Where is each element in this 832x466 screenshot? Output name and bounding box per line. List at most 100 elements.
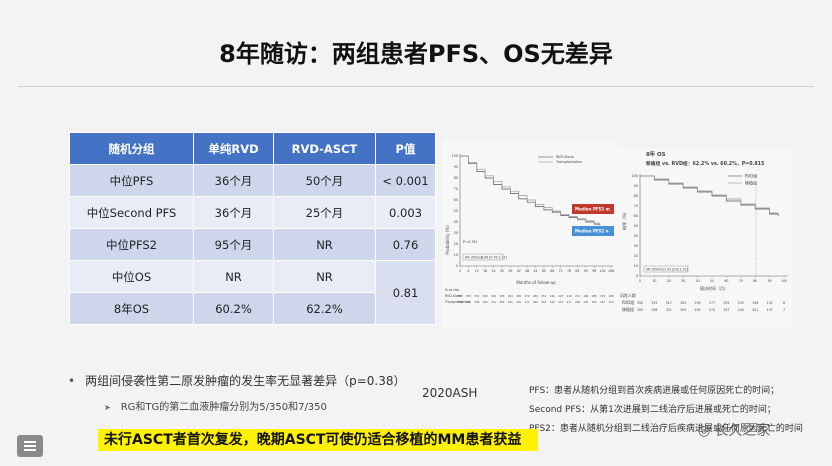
risk-count: 259 bbox=[723, 301, 729, 305]
median-label-1: Median PFS2 m bbox=[575, 207, 610, 212]
os-km-svg: 8年 OS 移植组 vs. RVD组：62.2% vs. 60.2%，P=0.8… bbox=[618, 148, 793, 328]
y-tick-label: 40 bbox=[454, 220, 458, 224]
x-tick-label: 12 bbox=[475, 269, 479, 273]
y-tick-label: 50 bbox=[454, 209, 458, 213]
km-series-line-2 bbox=[640, 175, 779, 214]
x-tick-label: 60 bbox=[724, 279, 728, 283]
risk-count: 243 bbox=[550, 300, 555, 304]
y-tick-label: 10 bbox=[454, 253, 458, 257]
risk-count: 323 bbox=[483, 294, 488, 298]
risk-count: 305 bbox=[680, 301, 686, 305]
rvd-value: 36个月 bbox=[193, 196, 274, 229]
x-tick-label: 100 bbox=[781, 279, 787, 283]
asct-value: 25个月 bbox=[273, 196, 376, 229]
asct-value: 50个月 bbox=[273, 164, 376, 197]
asct-value: 62.2% bbox=[273, 292, 376, 325]
risk-count: 251 bbox=[541, 294, 546, 298]
x-tick-label: 0 bbox=[639, 279, 641, 283]
p-value: 0.76 bbox=[375, 228, 436, 261]
x-tick-label: 66 bbox=[550, 269, 554, 273]
x-tick-label: 90 bbox=[584, 269, 588, 273]
y-tick-label: 60 bbox=[454, 198, 458, 202]
x-tick-label: 18 bbox=[483, 269, 487, 273]
x-tick-label: 30 bbox=[500, 269, 504, 273]
definitions: PFS：患者从随机分组到首次疾病进展或任何原因死亡的时间； Second PFS… bbox=[529, 382, 819, 439]
chart2-title: 8年 OS bbox=[646, 150, 666, 158]
chart2-legend-tx: 移植组 bbox=[745, 180, 757, 186]
risk-count: 311 bbox=[491, 300, 496, 304]
y-tick-label: 100 bbox=[452, 154, 458, 158]
risk-count: 217 bbox=[567, 300, 572, 304]
risk-count: 300 bbox=[499, 300, 504, 304]
os-km-chart: 8年 OS 移植组 vs. RVD组：62.2% vs. 60.2%，P=0.8… bbox=[618, 148, 793, 328]
chart1-risk-label: N at risk bbox=[445, 288, 459, 292]
median-label-2: Median PFS2 n bbox=[575, 229, 609, 234]
rvd-value: 60.2% bbox=[193, 292, 274, 325]
row-label: 中位PFS2 bbox=[69, 228, 194, 261]
risk-count: 338 bbox=[466, 300, 471, 304]
slide-title: 8年随访：两组患者PFS、OS无差异 bbox=[219, 40, 613, 68]
wechat-icon: ◎ bbox=[698, 423, 711, 439]
x-tick-label: 54 bbox=[533, 269, 537, 273]
y-tick-label: 100 bbox=[632, 174, 638, 178]
x-tick-label: 6 bbox=[467, 269, 469, 273]
chart1-risk-name-2: Transplantation bbox=[444, 300, 470, 304]
p-value: 0.81 bbox=[375, 260, 436, 325]
chart2-xlabel: 随访时间（月） bbox=[700, 285, 728, 291]
y-tick-label: 20 bbox=[454, 242, 458, 246]
y-tick-label: 50 bbox=[634, 224, 638, 228]
risk-count: 338 bbox=[651, 308, 657, 312]
rvd-value: 95个月 bbox=[193, 228, 274, 261]
risk-count: 167 bbox=[600, 300, 605, 304]
conference-tag: 2020ASH bbox=[422, 386, 478, 400]
row-label: 中位OS bbox=[69, 260, 194, 293]
risk-count: 330 bbox=[474, 300, 479, 304]
risk-count: 7 bbox=[783, 308, 785, 312]
y-tick-label: 60 bbox=[634, 214, 638, 218]
risk-count: 6 bbox=[783, 301, 785, 305]
rvd-value: NR bbox=[193, 260, 274, 293]
chart1-legend-tx: Transplantation bbox=[555, 160, 582, 164]
risk-count: 227 bbox=[558, 294, 563, 298]
y-tick-label: 70 bbox=[454, 187, 458, 191]
x-tick-label: 42 bbox=[517, 269, 521, 273]
risk-count: 322 bbox=[483, 300, 488, 304]
risk-count: 339 bbox=[466, 294, 471, 298]
risk-count: 277 bbox=[709, 301, 715, 305]
conclusion-banner: 未行ASCT者首次复发，晚期ASCT可使仍适合移植的MM患者获益 bbox=[98, 429, 538, 451]
definition-pfs2: PFS2：患者从随机分组到二线治疗后疾病进展或任何原因死亡的时间 bbox=[529, 424, 803, 434]
risk-count: 294 bbox=[508, 294, 513, 298]
risk-count: 350 bbox=[637, 308, 643, 312]
x-tick-label: 50 bbox=[710, 279, 714, 283]
risk-count: 285 bbox=[516, 294, 521, 298]
chart1-risk-name-1: RVD Alone bbox=[445, 294, 462, 298]
risk-count: 321 bbox=[666, 308, 672, 312]
risk-count: 170 bbox=[600, 294, 605, 298]
p-value: 0.003 bbox=[375, 196, 436, 229]
x-tick-label: 30 bbox=[681, 279, 685, 283]
watermark: ◎ 长久之家 bbox=[698, 420, 770, 440]
asct-value: NR bbox=[273, 228, 376, 261]
y-tick-label: 90 bbox=[634, 184, 638, 188]
chart1-p-text: P=0.761 bbox=[463, 240, 478, 244]
risk-count: 132 bbox=[767, 301, 773, 305]
table-header: P值 bbox=[375, 132, 436, 165]
risk-count: 292 bbox=[695, 308, 701, 312]
risk-count: 231 bbox=[558, 300, 563, 304]
risk-count: 110 bbox=[609, 300, 614, 304]
y-tick-label: 70 bbox=[634, 204, 638, 208]
risk-count: 276 bbox=[525, 294, 530, 298]
note-bullet-sub: ➤ RG和TG的第二血液肿瘤分别为5/350和7/350 bbox=[104, 398, 327, 413]
x-tick-label: 108 bbox=[608, 269, 614, 273]
x-tick-label: 102 bbox=[600, 269, 606, 273]
chart2-hr-label: HR (95%CI) bbox=[646, 267, 664, 271]
median-badge-red bbox=[572, 204, 614, 214]
risk-count: 332 bbox=[651, 301, 657, 305]
x-tick-label: 60 bbox=[542, 269, 546, 273]
median-badge-blue bbox=[572, 226, 614, 236]
watermark-text: 长久之家 bbox=[714, 423, 771, 439]
menu-icon[interactable] bbox=[17, 435, 43, 457]
table-row: 中位PFS 36个月 50个月 < 0.001 bbox=[69, 164, 436, 197]
x-tick-label: 90 bbox=[768, 279, 772, 283]
